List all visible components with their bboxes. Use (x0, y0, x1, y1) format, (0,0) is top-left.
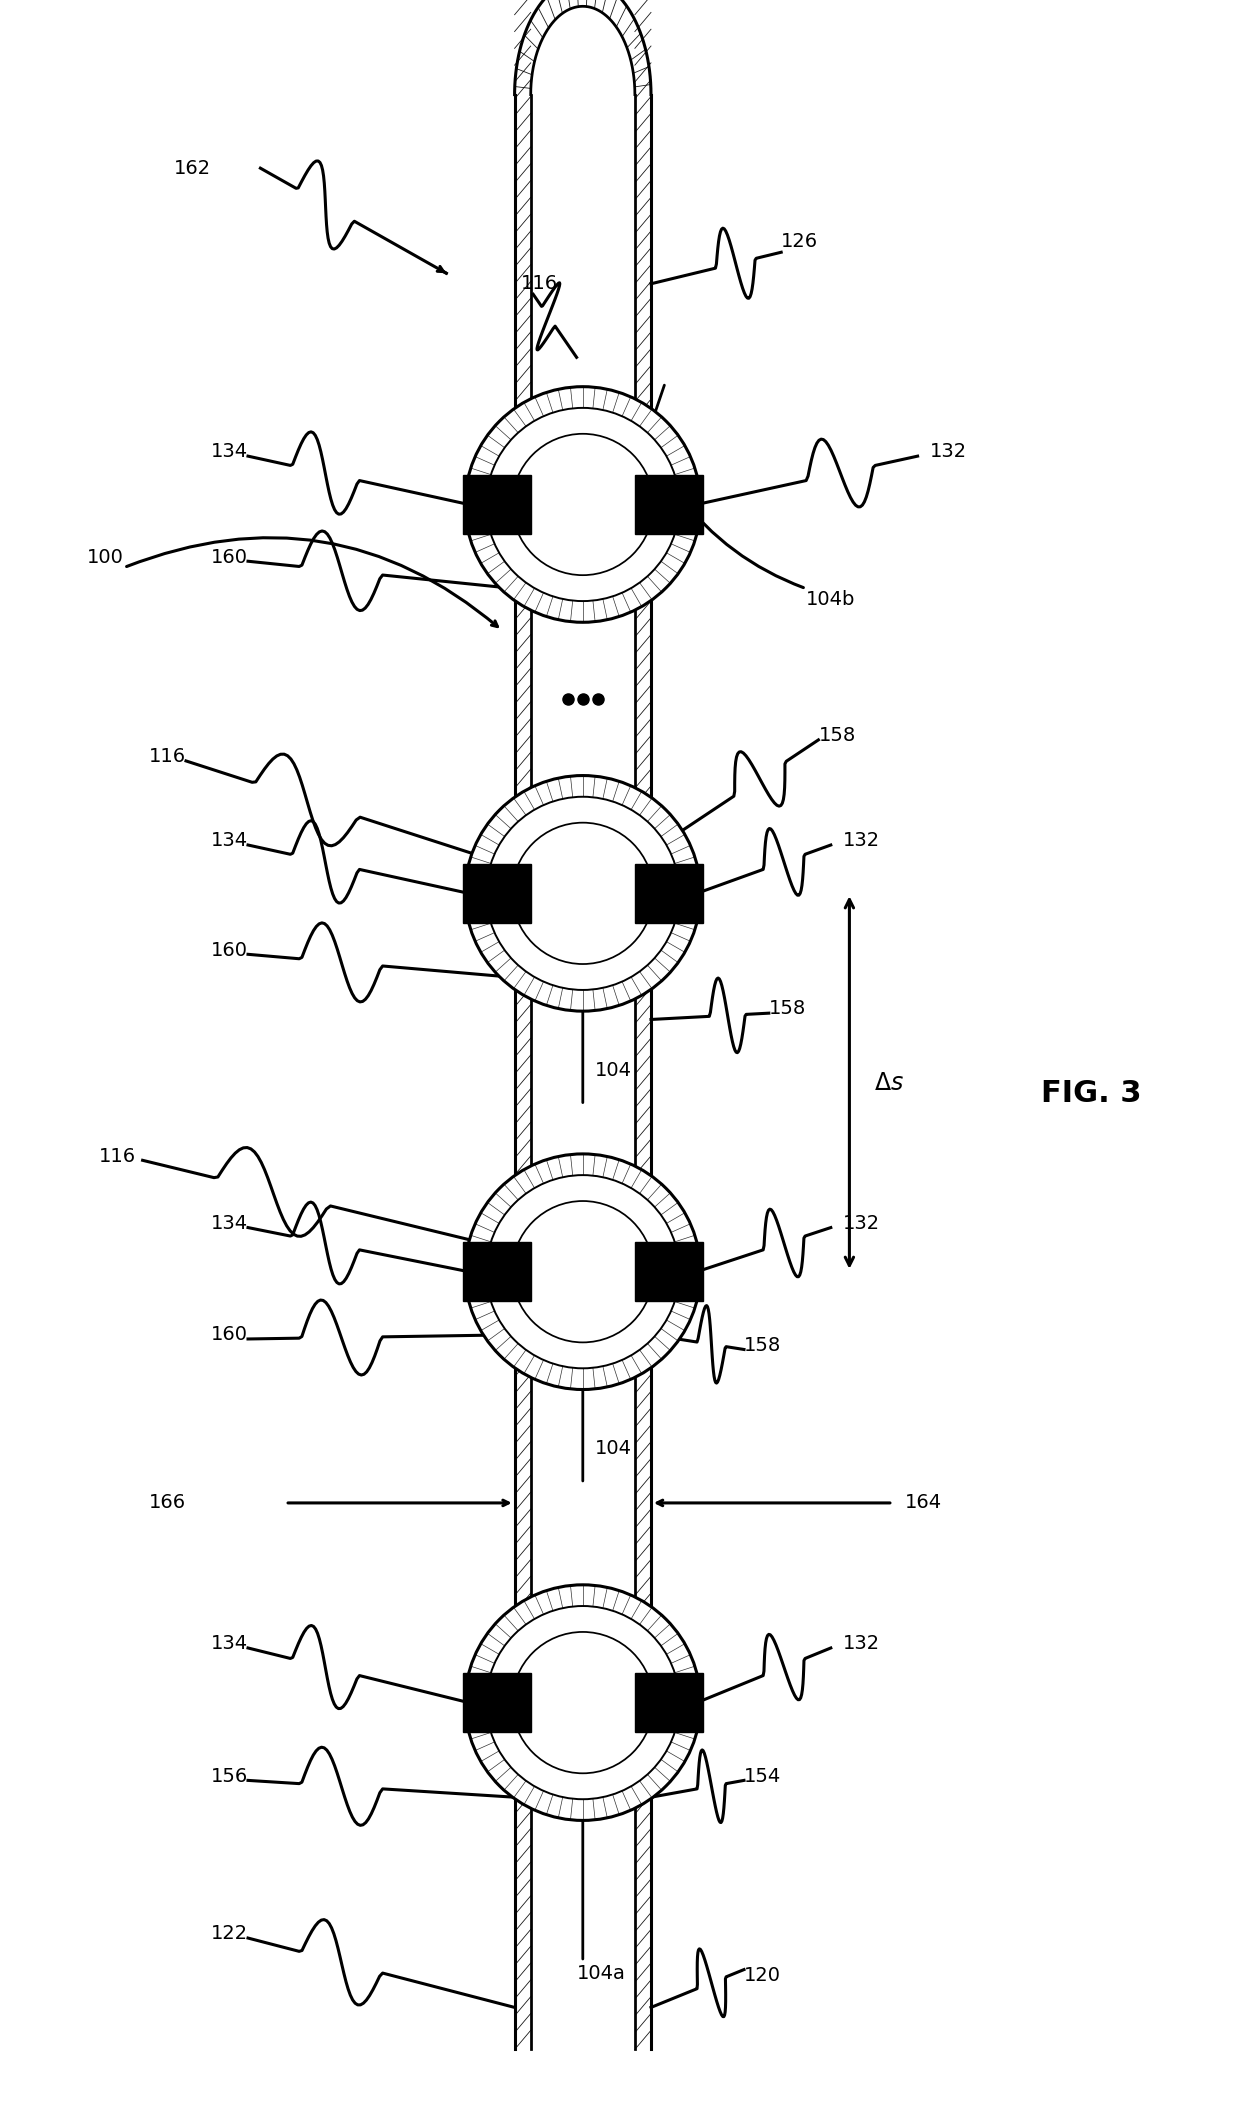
Ellipse shape (486, 797, 680, 990)
Text: 116: 116 (99, 1146, 136, 1167)
Ellipse shape (512, 822, 653, 965)
Bar (531, 95, 635, 2049)
Text: 134: 134 (211, 830, 248, 851)
Text: 122: 122 (211, 1923, 248, 1944)
Text: 158: 158 (818, 725, 856, 746)
Text: 154: 154 (744, 1766, 781, 1787)
Bar (463, 1673, 531, 1732)
Text: 132: 132 (930, 441, 967, 462)
Ellipse shape (465, 776, 701, 1011)
Text: 126: 126 (781, 231, 818, 252)
Ellipse shape (512, 433, 653, 576)
Text: 134: 134 (211, 1633, 248, 1654)
Ellipse shape (465, 1585, 701, 1820)
Bar (635, 1242, 703, 1301)
Text: 160: 160 (211, 1324, 248, 1345)
Polygon shape (531, 6, 635, 95)
Ellipse shape (512, 1200, 653, 1343)
Bar (463, 1242, 531, 1301)
Text: 156: 156 (211, 1766, 248, 1787)
Text: 104: 104 (595, 1440, 632, 1459)
Text: 166: 166 (149, 1492, 186, 1513)
Text: 162: 162 (174, 158, 211, 179)
Bar (635, 864, 703, 923)
Text: 158: 158 (744, 1335, 781, 1356)
Text: $\Delta s$: $\Delta s$ (874, 1070, 904, 1095)
Text: 104a: 104a (577, 1963, 625, 1982)
Ellipse shape (486, 1606, 680, 1799)
Text: 134: 134 (211, 1213, 248, 1234)
Text: 134: 134 (211, 441, 248, 462)
Text: 104: 104 (595, 1062, 632, 1080)
Ellipse shape (465, 387, 701, 622)
Text: 160: 160 (211, 547, 248, 568)
Text: 104b: 104b (806, 589, 856, 610)
Text: 160: 160 (211, 940, 248, 961)
Text: 132: 132 (843, 1633, 880, 1654)
Text: 158: 158 (769, 998, 806, 1019)
Text: 116: 116 (521, 273, 558, 294)
Text: 116: 116 (149, 746, 186, 767)
Text: 164: 164 (905, 1492, 942, 1513)
Bar (635, 475, 703, 534)
Ellipse shape (465, 1154, 701, 1389)
Bar (463, 475, 531, 534)
Text: 132: 132 (843, 830, 880, 851)
Bar (463, 864, 531, 923)
Text: 100: 100 (87, 547, 124, 568)
Text: 132: 132 (843, 1213, 880, 1234)
Bar (635, 1673, 703, 1732)
Text: FIG. 3: FIG. 3 (1040, 1078, 1142, 1108)
Ellipse shape (486, 1175, 680, 1368)
Ellipse shape (486, 408, 680, 601)
Ellipse shape (512, 1631, 653, 1774)
Text: 120: 120 (744, 1965, 781, 1986)
